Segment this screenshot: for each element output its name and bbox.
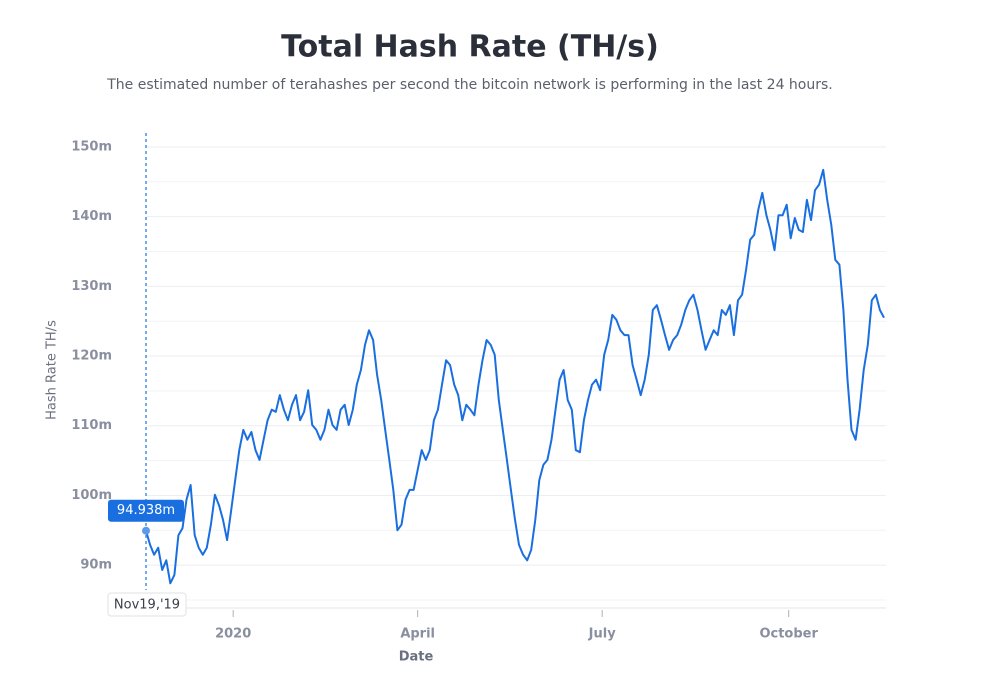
x-tick-label: July bbox=[588, 627, 617, 642]
x-tick-label: April bbox=[400, 627, 435, 642]
y-tick-label: 90m bbox=[80, 558, 112, 573]
tooltip-value-box bbox=[108, 499, 184, 522]
y-tick-label: 150m bbox=[71, 139, 112, 154]
data-line bbox=[145, 168, 885, 585]
tooltip-value: 94.938m bbox=[117, 503, 175, 518]
y-tick-label: 130m bbox=[71, 279, 112, 294]
tooltip-date-box bbox=[107, 592, 187, 617]
x-tick-label: 2020 bbox=[215, 627, 251, 642]
x-tick-label: October bbox=[759, 627, 818, 642]
chart-subtitle: The estimated number of terahashes per s… bbox=[106, 77, 832, 93]
y-tick-label: 110m bbox=[71, 418, 112, 433]
tooltip-date: Nov19,'19 bbox=[114, 598, 180, 613]
y-axis-label: Hash Rate TH/s bbox=[45, 320, 60, 420]
y-tick-label: 120m bbox=[71, 349, 112, 364]
y-tick-label: 140m bbox=[71, 209, 112, 224]
y-tick-label: 100m bbox=[71, 488, 112, 503]
tooltip-point bbox=[142, 526, 150, 535]
x-axis-label: Date bbox=[399, 650, 434, 665]
chart-title: Total Hash Rate (TH/s) bbox=[281, 30, 659, 65]
